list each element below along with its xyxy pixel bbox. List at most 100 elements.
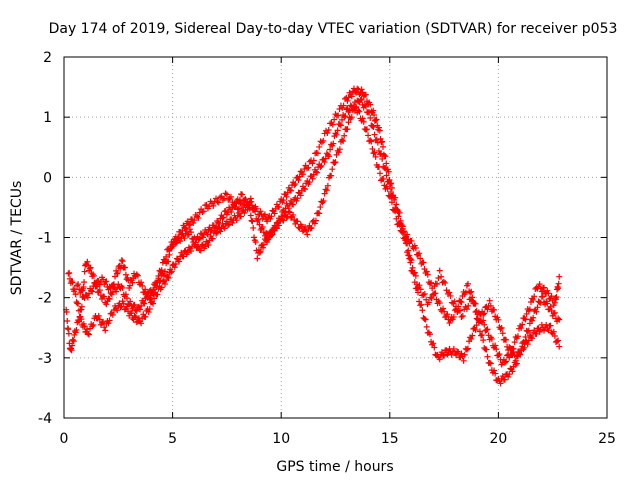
data-point (553, 293, 560, 300)
data-point (117, 304, 124, 311)
data-point (464, 280, 471, 287)
data-point (334, 127, 341, 134)
data-point (487, 302, 494, 309)
data-point (204, 231, 211, 238)
data-point (255, 216, 262, 223)
data-point (90, 272, 97, 279)
data-point (226, 221, 233, 228)
data-point (427, 294, 434, 301)
data-point (195, 214, 202, 221)
data-point (468, 335, 475, 342)
data-point (421, 315, 428, 322)
data-point (548, 293, 555, 300)
data-point (420, 259, 427, 266)
chart-title: Day 174 of 2019, Sidereal Day-to-day VTE… (49, 21, 618, 37)
data-point (510, 345, 517, 352)
data-point (486, 359, 493, 366)
data-point (507, 351, 514, 358)
data-point (151, 295, 158, 302)
data-point (223, 191, 230, 198)
data-point (178, 249, 185, 256)
data-point (551, 309, 558, 316)
data-point (495, 352, 502, 359)
data-point (368, 138, 375, 145)
data-point (103, 301, 110, 308)
data-point (99, 320, 106, 327)
data-point (79, 287, 86, 294)
data-point (533, 330, 540, 337)
data-point (486, 297, 493, 304)
data-point (84, 330, 91, 337)
data-point (441, 308, 448, 315)
data-point (235, 209, 242, 216)
data-point (325, 153, 332, 160)
data-point (197, 230, 204, 237)
data-point (252, 208, 259, 215)
data-point (362, 103, 369, 110)
data-point (374, 139, 381, 146)
data-point (214, 229, 221, 236)
data-point (163, 253, 170, 260)
data-point (248, 217, 255, 224)
data-point (271, 210, 278, 217)
data-point (425, 299, 432, 306)
data-point (444, 311, 451, 318)
plot-frame (63, 56, 608, 419)
data-point (153, 284, 160, 291)
data-point (272, 224, 279, 231)
data-point (511, 339, 518, 346)
data-point (412, 245, 419, 252)
data-point (519, 321, 526, 328)
data-point (498, 324, 505, 331)
data-point (167, 269, 174, 276)
data-point (436, 299, 443, 306)
data-point (293, 197, 300, 204)
data-point (337, 122, 344, 129)
data-point (356, 91, 363, 98)
data-point (142, 313, 149, 320)
data-point (483, 326, 490, 333)
data-point (200, 234, 207, 241)
data-point (529, 317, 536, 324)
data-point (219, 214, 226, 221)
data-point (129, 305, 136, 312)
data-point (339, 116, 346, 123)
data-point (314, 150, 321, 157)
data-point (157, 277, 164, 284)
data-point (283, 193, 290, 200)
data-point (359, 115, 366, 122)
data-point (408, 267, 415, 274)
data-point (182, 225, 189, 232)
data-point (89, 288, 96, 295)
data-point (377, 170, 384, 177)
data-point (413, 285, 420, 292)
data-point (545, 327, 552, 334)
data-point (323, 187, 330, 194)
data-point (383, 172, 390, 179)
data-point (367, 101, 374, 108)
data-point (416, 298, 423, 305)
data-point (524, 328, 531, 335)
data-point (366, 109, 373, 116)
data-point (222, 190, 229, 197)
data-point (524, 341, 531, 348)
data-point (227, 193, 234, 200)
data-point (526, 306, 533, 313)
data-point (148, 289, 155, 296)
data-point (340, 138, 347, 145)
data-point (317, 204, 324, 211)
data-point (392, 208, 399, 215)
data-point (232, 204, 239, 211)
data-point (113, 270, 120, 277)
data-point (358, 86, 365, 93)
data-point (432, 290, 439, 297)
data-point (440, 278, 447, 285)
data-point (496, 351, 503, 358)
x-tick-label: 5 (168, 431, 177, 447)
data-point (195, 236, 202, 243)
data-point (63, 308, 70, 315)
data-point (491, 306, 498, 313)
data-point (115, 281, 122, 288)
data-point (260, 241, 267, 248)
data-point (544, 300, 551, 307)
